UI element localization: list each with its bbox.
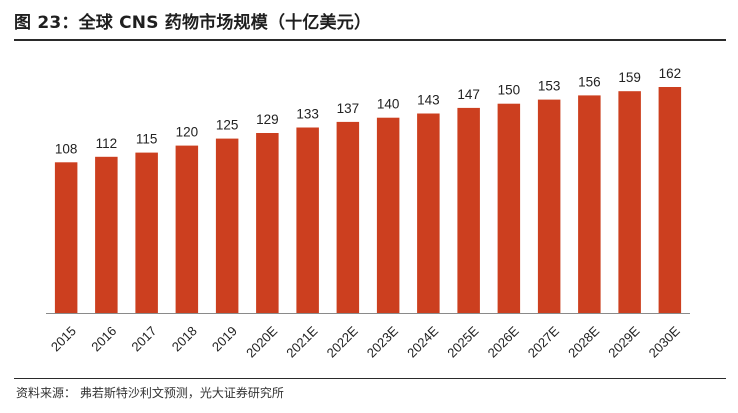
value-label-2017: 115 [136, 132, 158, 147]
bar-2022E [336, 121, 360, 314]
source-divider [14, 378, 726, 379]
x-tick-label-2020E: 2020E [243, 323, 280, 360]
x-tick-label-2015: 2015 [48, 323, 79, 354]
x-tick-label-2022E: 2022E [324, 323, 361, 360]
bar-2023E [376, 117, 400, 313]
value-label-2022E: 137 [337, 101, 360, 116]
x-tick-label-2026E: 2026E [485, 323, 522, 360]
value-label-2028E: 156 [578, 74, 601, 89]
chart-title: 图 23：全球 CNS 药物市场规模（十亿美元） [14, 13, 372, 33]
value-label-2021E: 133 [296, 107, 319, 122]
value-label-2015: 108 [55, 141, 78, 156]
bars-group [54, 87, 682, 314]
bar-2015 [54, 162, 78, 313]
bar-2027E [537, 99, 561, 313]
title-divider [14, 39, 726, 41]
x-tick-label-2023E: 2023E [364, 323, 401, 360]
bar-2029E [618, 91, 641, 313]
bar-2028E [578, 95, 601, 314]
value-label-2027E: 153 [538, 79, 561, 94]
bar-2016 [95, 156, 118, 313]
bar-2025E [457, 107, 480, 314]
value-label-2023E: 140 [377, 97, 400, 112]
value-label-2024E: 143 [417, 93, 440, 108]
bar-2018 [175, 145, 199, 313]
value-labels-group: 108 112 115 120 125 129 133 137 140 143 147 150 153 1… [55, 66, 681, 156]
x-tick-labels-group: 2015 2016 2017 2018 2019 2020E 2021E 2022E 2023E… [48, 323, 683, 360]
bar-chart: 108 112 115 120 125 129 133 137 140 143 147 150 153 1… [46, 66, 690, 360]
x-tick-label-2017: 2017 [128, 323, 159, 354]
value-label-2016: 112 [96, 136, 118, 151]
value-label-2026E: 150 [498, 83, 521, 98]
x-tick-label-2024E: 2024E [404, 323, 441, 360]
value-label-2020E: 129 [256, 112, 279, 127]
bar-2030E [658, 87, 682, 313]
x-tick-label-2027E: 2027E [525, 323, 562, 360]
value-label-2018: 120 [176, 125, 199, 140]
bar-2026E [497, 103, 521, 313]
value-label-2029E: 159 [618, 70, 641, 85]
x-tick-label-2016: 2016 [88, 323, 119, 354]
bar-2021E [296, 127, 319, 313]
value-label-2019: 125 [216, 118, 239, 133]
x-tick-label-2029E: 2029E [605, 323, 642, 360]
x-tick-label-2018: 2018 [169, 323, 200, 354]
x-tick-label-2021E: 2021E [283, 323, 320, 360]
bar-2024E [417, 113, 440, 313]
x-tick-label-2025E: 2025E [444, 323, 481, 360]
value-label-2030E: 162 [659, 66, 682, 81]
x-tick-label-2028E: 2028E [565, 323, 602, 360]
x-tick-label-2030E: 2030E [646, 323, 683, 360]
bar-2019 [215, 138, 239, 313]
value-label-2025E: 147 [457, 87, 480, 102]
bar-2020E [256, 133, 279, 313]
bar-2017 [135, 152, 158, 313]
source-note: 资料来源： 弗若斯特沙利文预测，光大证券研究所 [16, 386, 284, 400]
x-tick-label-2019: 2019 [209, 323, 240, 354]
